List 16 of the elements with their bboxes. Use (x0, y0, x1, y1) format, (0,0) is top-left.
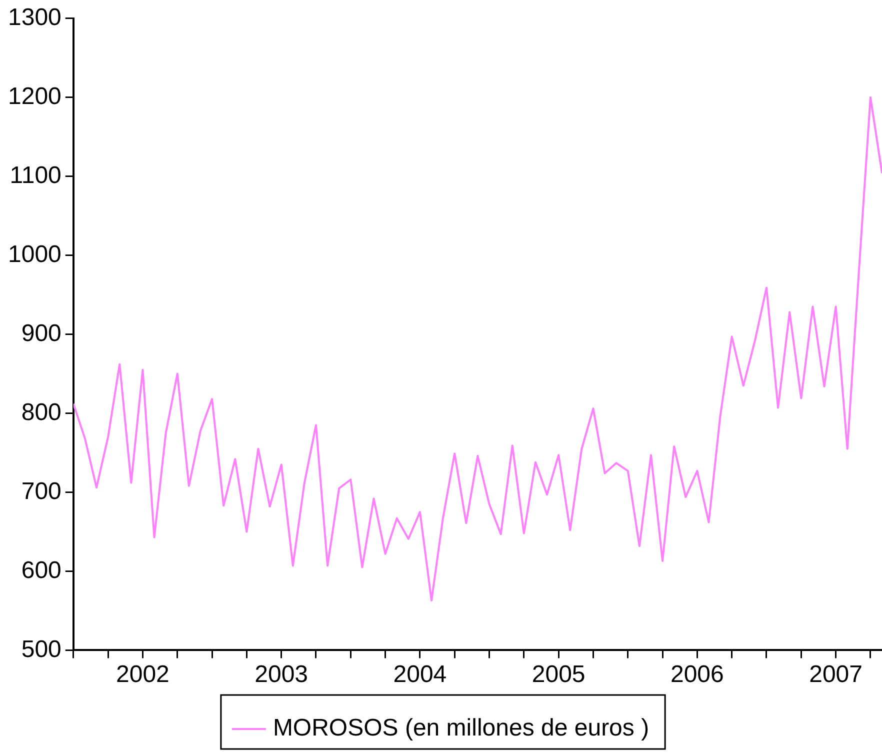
y-tick-label: 600 (21, 556, 62, 584)
y-tick-label: 500 (21, 636, 62, 663)
y-tick-label: 800 (21, 398, 62, 426)
y-tick-label: 1300 (8, 4, 62, 32)
y-tick-label: 700 (21, 478, 62, 505)
x-tick-label: 2004 (393, 661, 447, 688)
x-tick-label: 2006 (670, 661, 724, 688)
y-tick-label: 1200 (8, 83, 62, 110)
x-tick-label: 2005 (532, 661, 586, 688)
y-tick-label: 900 (21, 320, 62, 347)
y-tick-label: 1100 (10, 162, 62, 189)
legend-label: MOROSOS (en millones de euros ) (272, 714, 650, 742)
x-tick-label: 2007 (809, 661, 862, 688)
x-tick-label: 2002 (116, 661, 170, 688)
y-tick-label: 1000 (8, 240, 62, 268)
x-tick-label: 2003 (254, 661, 308, 688)
